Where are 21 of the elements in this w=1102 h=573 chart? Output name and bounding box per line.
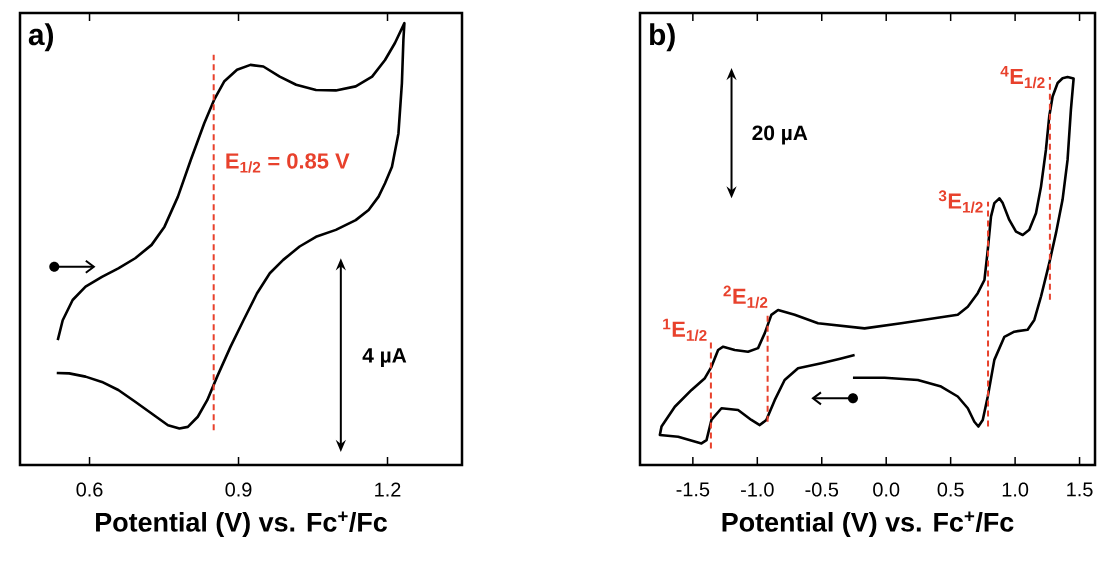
annotation: 4 µA	[362, 348, 407, 367]
x-tick-label: -1.5	[676, 482, 710, 497]
x-tick-label: 0.5	[937, 482, 964, 497]
x-tick-label: 1.5	[1067, 482, 1093, 497]
x-tick-label: 0.0	[873, 482, 900, 497]
ref-line-label: E$_{1/2}$ = 0.85 V	[226, 153, 350, 173]
ref-line-label: $^{4}$E$_{1/2}$	[1000, 65, 1045, 89]
x-tick-label: 1.0	[1002, 482, 1029, 497]
ref-line-label: $^{2}$E$_{1/2}$	[723, 285, 768, 309]
x-axis-title: Potential (V) vs. Fc$^{+}$/Fc	[96, 511, 387, 538]
x-tick-label: 0.9	[225, 482, 252, 497]
annotation: 20 µA	[752, 125, 808, 145]
chart-title: b)	[650, 23, 675, 52]
x-tick-label: -0.5	[805, 482, 839, 497]
x-axis-title: Potential (V) vs. Fc$^{+}$/Fc	[722, 511, 1014, 538]
chart-title: a)	[28, 23, 54, 52]
x-tick-label: 0.6	[76, 482, 103, 497]
ref-line-label: $^{1}$E$_{1/2}$	[663, 318, 707, 342]
x-tick-label: -1.0	[741, 482, 774, 497]
ref-line-label: $^{3}$E$_{1/2}$	[938, 190, 983, 213]
x-tick-label: 1.2	[375, 482, 401, 497]
